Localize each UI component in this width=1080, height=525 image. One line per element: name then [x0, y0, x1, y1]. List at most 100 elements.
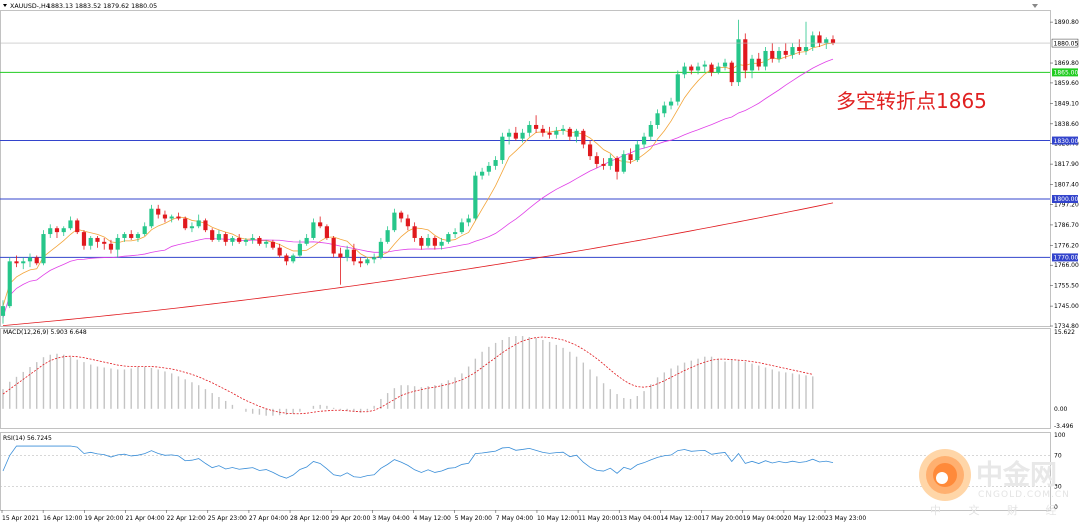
current-price-tag: [1051, 38, 1079, 48]
time-tick-label: 19 Apr 20:00: [84, 515, 123, 522]
candle-body: [419, 237, 424, 246]
candle: [648, 121, 653, 141]
candle: [473, 171, 478, 221]
candle: [203, 218, 208, 233]
candle-body: [142, 226, 147, 235]
candle: [169, 214, 174, 223]
candle: [210, 228, 215, 242]
candle: [115, 234, 120, 258]
candle-body: [601, 163, 606, 166]
price-tick-label: 1766.00: [1054, 262, 1079, 269]
level-tag: [1052, 194, 1078, 203]
candle: [162, 210, 168, 223]
candle-body: [358, 261, 363, 264]
candle: [196, 214, 201, 229]
candle-body: [749, 58, 755, 71]
candle: [243, 237, 249, 246]
candle: [237, 234, 242, 244]
candle-body: [817, 35, 822, 44]
time-tick-label: 14 May 12:00: [660, 515, 701, 522]
rsi-line: [2, 445, 834, 479]
candle: [749, 54, 755, 79]
price-tick-label: 1817.90: [1054, 161, 1079, 168]
candle-body: [432, 237, 437, 246]
candle-body: [372, 257, 377, 260]
candle: [54, 226, 60, 238]
candle-body: [655, 113, 660, 125]
candle: [351, 243, 356, 266]
candle-body: [527, 124, 532, 133]
candle-body: [237, 237, 242, 242]
candle-body: [243, 239, 249, 242]
candle: [614, 156, 620, 180]
candle-body: [270, 241, 276, 248]
panel-frame: [0, 328, 1051, 429]
candle-body: [318, 222, 323, 227]
candle-body: [223, 234, 228, 242]
candle: [513, 126, 518, 141]
candle: [533, 115, 539, 133]
candle-body: [776, 50, 782, 59]
ma-mid-line: [2, 58, 834, 318]
candle: [675, 70, 680, 106]
candle-body: [88, 237, 93, 246]
rsi-label: RSI(14) 56.7245: [3, 435, 52, 442]
candle-body: [68, 220, 73, 229]
candle-body: [41, 234, 46, 264]
candle-body: [486, 165, 491, 172]
candle: [21, 257, 26, 270]
candle-body: [682, 66, 687, 75]
candle-body: [797, 47, 802, 51]
candle-body: [399, 212, 404, 219]
candle-body: [453, 232, 458, 235]
candle: [257, 236, 262, 246]
candle-body: [608, 158, 613, 166]
candle-body: [304, 237, 309, 244]
candle-body: [162, 214, 168, 219]
candle: [331, 236, 336, 258]
rsi-panel: 100 70 30 0: [0, 432, 1066, 511]
candle: [284, 253, 289, 266]
candle: [716, 62, 721, 75]
candle: [41, 230, 46, 266]
candle-body: [540, 128, 545, 133]
candle-body: [338, 253, 343, 258]
candle-body: [331, 237, 336, 254]
candle: [459, 218, 464, 235]
candle-body: [628, 154, 633, 161]
candle: [385, 226, 390, 244]
horizontal-lines[interactable]: 1865.00 1830.00 1800.00 1770.00: [0, 68, 1078, 262]
candle-body: [196, 220, 201, 227]
level-tag: [1052, 136, 1078, 145]
dropdown-arrow-icon[interactable]: [3, 4, 7, 7]
candle: [277, 243, 282, 258]
rsi-tick-label: 0: [1054, 504, 1058, 511]
candle-body: [61, 228, 66, 233]
price-axis: 1890.801869.801859.601849.101838.601828.…: [1050, 19, 1079, 330]
candle: [142, 222, 147, 237]
candle: [81, 230, 87, 250]
candle: [743, 33, 748, 79]
candle: [297, 239, 303, 258]
candle: [439, 237, 444, 250]
candle: [378, 237, 383, 260]
candle: [412, 222, 417, 242]
candle: [608, 154, 613, 170]
candle: [466, 214, 471, 227]
chart-shift-icon[interactable]: [1032, 4, 1038, 8]
time-tick-label: 17 May 20:00: [702, 515, 743, 522]
candle: [399, 210, 404, 223]
candle: [358, 257, 363, 268]
watermark-tagline: 中 文 财 经 新 媒 体: [930, 503, 1080, 517]
candle-body: [264, 241, 269, 244]
candle-body: [662, 105, 667, 114]
candle-body: [169, 216, 174, 219]
time-tick-label: 25 Apr 23:00: [208, 515, 247, 522]
panel-frame: [0, 10, 1051, 327]
candle-body: [810, 35, 815, 48]
candle: [722, 58, 728, 71]
candle-body: [297, 243, 303, 256]
candle: [507, 128, 512, 145]
candle: [27, 253, 33, 268]
